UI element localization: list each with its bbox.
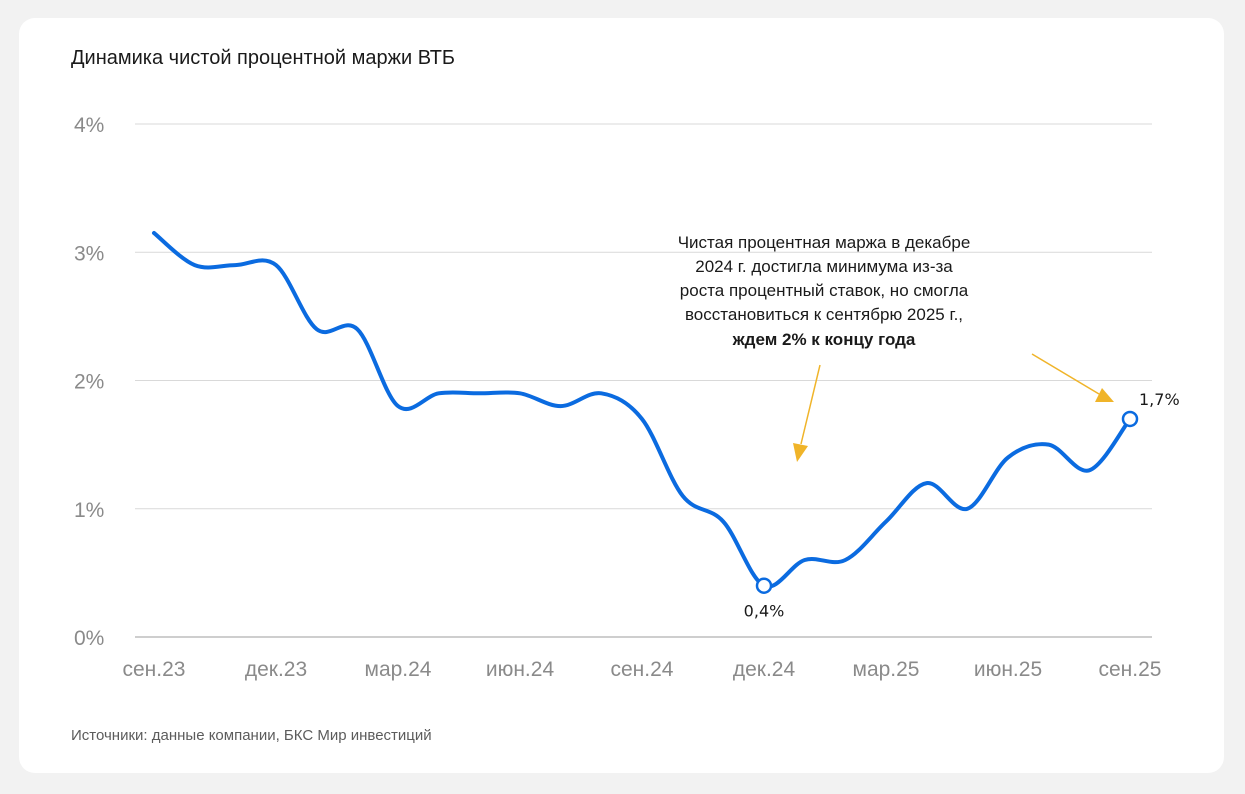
y-tick-label: 3% — [74, 242, 104, 265]
annotation-line-2: 2024 г. достигла минимума из-за — [695, 257, 953, 276]
data-label: 1,7% — [1139, 390, 1180, 409]
source-note: Источники: данные компании, БКС Мир инве… — [71, 727, 432, 744]
chart-card — [19, 18, 1224, 773]
chart-title: Динамика чистой процентной маржи ВТБ — [71, 47, 456, 69]
series-line — [152, 231, 1132, 589]
highlighted-points: 0,4% 1,7% — [744, 390, 1180, 621]
x-tick-label: дек.24 — [733, 658, 796, 681]
y-tick-label: 2% — [74, 371, 104, 394]
x-tick-label: дек.23 — [245, 658, 307, 681]
annotation-line-3: роста процентный ставок, но смогла — [680, 281, 969, 300]
annotation-line-1: Чистая процентная маржа в декабре — [678, 233, 971, 252]
x-tick-label: сен.24 — [611, 658, 674, 681]
annotation-bold-line: ждем 2% к концу года — [732, 330, 916, 349]
data-label: 0,4% — [744, 602, 785, 621]
annotation-arrow-down-head — [793, 443, 808, 462]
x-axis-ticks: сен.23 дек.23 мар.24 июн.24 сен.24 дек.24 мар.… — [123, 658, 1162, 681]
y-tick-label: 0% — [74, 627, 104, 650]
x-tick-label: мар.24 — [365, 658, 432, 681]
annotation-line-4: восстановиться к сентябрю 2025 г., — [685, 305, 963, 324]
y-tick-label: 1% — [74, 499, 104, 522]
x-tick-label: сен.23 — [123, 658, 186, 681]
y-tick-label: 4% — [74, 114, 104, 137]
grid-layer — [135, 123, 1152, 638]
annotation-arrow-right-shaft — [1031, 353, 1100, 395]
x-tick-label: сен.25 — [1099, 658, 1162, 681]
highlight-point-marker — [755, 577, 773, 594]
x-tick-label: мар.25 — [853, 658, 920, 681]
y-axis-ticks: 0% 1% 2% 3% 4% — [74, 114, 104, 650]
highlight-point-marker — [1121, 410, 1139, 428]
annotation-arrow-down-shaft — [800, 364, 821, 445]
annotation: Чистая процентная маржа в декабре 2024 г… — [678, 233, 1114, 462]
series-layer — [152, 231, 1132, 589]
annotation-arrow-right-head — [1095, 388, 1114, 402]
x-tick-label: июн.25 — [974, 658, 1042, 681]
x-tick-label: июн.24 — [486, 658, 555, 681]
